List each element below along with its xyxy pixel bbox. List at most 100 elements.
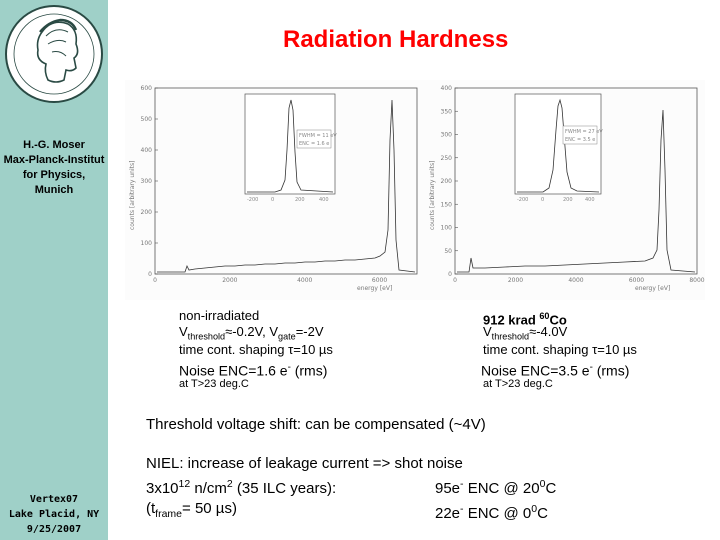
gate-subscript: gate xyxy=(278,331,296,342)
author-city: Munich xyxy=(34,184,74,196)
inset-xtick: 0 xyxy=(541,197,544,203)
author-institute: Max-Planck-Institut xyxy=(3,154,105,166)
x-tick-label: 0 xyxy=(453,277,457,284)
y-tick-label: 50 xyxy=(444,248,452,255)
sidebar: H.-G. Moser Max-Planck-Institut for Phys… xyxy=(0,0,108,540)
isotope-mass: 60 xyxy=(539,311,550,321)
x-ticks: 0 2000 4000 6000 xyxy=(153,277,387,284)
tframe-open: (t xyxy=(146,500,156,517)
inset-legend-fwhm: FWHM = 27 eV xyxy=(565,129,603,135)
left-caption-threshold: Vthreshold≈-0.2V, Vgate=-2V xyxy=(179,324,324,345)
spectrum-line xyxy=(157,99,416,273)
enc-value: 22e xyxy=(435,505,461,522)
noise-rms: (rms) xyxy=(592,362,630,379)
left-caption-temp: at T>23 deg.C xyxy=(179,378,249,390)
y-axis-label: counts [arbitrary units] xyxy=(129,161,136,230)
fluence-exp: 12 xyxy=(178,478,191,490)
e-sup: - xyxy=(460,503,464,515)
tframe-value: = 50 µs) xyxy=(182,500,237,517)
y-tick-label: 400 xyxy=(141,147,153,154)
isotope-name: Co xyxy=(549,312,567,328)
threshold-value: ≈-4.0V xyxy=(529,324,568,339)
inset-peak-line xyxy=(247,99,334,193)
y-tick-label: 250 xyxy=(441,155,453,162)
inset-xtick: 0 xyxy=(271,197,274,203)
niel-line3: (tframe= 50 µs) xyxy=(146,499,463,524)
inset-xtick: -200 xyxy=(247,197,258,203)
y-tick-label: 150 xyxy=(441,201,453,208)
y-tick-label: 600 xyxy=(141,85,153,92)
inset-xtick: 200 xyxy=(295,197,305,203)
degree-sup: 0 xyxy=(539,478,546,490)
y-tick-label: 200 xyxy=(141,209,153,216)
inset-peak-line xyxy=(517,98,600,193)
ilc-years: (35 ILC years): xyxy=(232,480,337,497)
x-axis-label: energy [eV] xyxy=(635,285,670,292)
author-block: H.-G. Moser Max-Planck-Institut for Phys… xyxy=(0,138,108,198)
conference-name: Vertex07 xyxy=(29,494,79,505)
x-tick-label: 6000 xyxy=(629,277,644,284)
enc-at: ENC @ 0 xyxy=(463,505,532,522)
y-tick-label: 300 xyxy=(441,132,453,139)
right-caption-noise: Noise ENC=3.5 e- (rms) xyxy=(481,358,629,381)
inset-plot: FWHM = 11 eV ENC = 1.6 e -200 0 200 400 xyxy=(244,93,337,203)
x-tick-label: 0 xyxy=(153,277,157,284)
niel-block: NIEL: increase of leakage current => sho… xyxy=(146,454,463,524)
fluence-base: 3x10 xyxy=(146,480,179,497)
noise-sup: - xyxy=(287,362,291,373)
right-caption-shaping: time cont. shaping τ=10 µs xyxy=(483,342,637,357)
x-tick-label: 4000 xyxy=(297,277,312,284)
y-axis-label: counts [arbitrary units] xyxy=(429,161,436,230)
inset-plot: FWHM = 27 eV ENC = 3.5 e -200 0 200 400 xyxy=(514,93,603,203)
x-tick-label: 2000 xyxy=(222,277,237,284)
unit-exp: 2 xyxy=(226,478,233,490)
enc-value: 95e xyxy=(435,480,461,497)
v-symbol: V xyxy=(179,324,188,339)
slide-title: Radiation Hardness xyxy=(283,26,509,53)
author-name: H.-G. Moser xyxy=(23,139,85,151)
niel-line1: NIEL: increase of leakage current => sho… xyxy=(146,455,463,472)
left-caption-noise: Noise ENC=1.6 e- (rms) xyxy=(179,358,327,381)
spectrum-line xyxy=(457,109,696,273)
threshold-note: Threshold voltage shift: can be compensa… xyxy=(146,416,486,433)
degree-sup: 0 xyxy=(531,503,538,515)
left-caption-line1: non-irradiated xyxy=(179,308,260,323)
right-caption-temp: at T>23 deg.C xyxy=(483,378,553,390)
conference-block: Vertex07 Lake Placid, NY 9/25/2007 xyxy=(0,492,108,537)
x-tick-label: 6000 xyxy=(372,277,387,284)
y-ticks: 0 50 100 150 200 250 300 350 400 xyxy=(441,85,458,278)
author-institute-line2: for Physics, xyxy=(22,169,86,181)
chart-right: 0 50 100 150 200 250 300 350 400 0 2000 4000 6000 80… xyxy=(425,80,705,300)
inset-legend-fwhm: FWHM = 11 eV xyxy=(299,133,337,139)
inset-xtick: -200 xyxy=(517,197,528,203)
inset-xtick: 400 xyxy=(319,197,329,203)
left-caption-shaping: time cont. shaping τ=10 µs xyxy=(179,342,333,357)
y-tick-label: 350 xyxy=(441,108,453,115)
conference-date: 9/25/2007 xyxy=(26,524,82,535)
niel-line2: 3x1012 n/cm2 (35 ILC years): xyxy=(146,474,463,499)
minerva-logo-icon xyxy=(5,5,103,103)
v-symbol: V xyxy=(483,324,492,339)
right-caption-threshold: Vthreshold≈-4.0V xyxy=(483,324,567,345)
chart-left: 0 100 200 300 400 500 600 0 2000 4000 6000 FWHM =… xyxy=(125,80,425,300)
celsius: C xyxy=(545,480,557,497)
x-ticks: 0 2000 4000 6000 8000 xyxy=(453,277,705,284)
niel-result-20c: 95e- ENC @ 200C xyxy=(435,474,556,499)
niel-result-0c: 22e- ENC @ 00C xyxy=(435,499,556,524)
e-sup: - xyxy=(460,478,464,490)
enc-at: ENC @ 20 xyxy=(463,480,540,497)
x-axis-label: energy [eV] xyxy=(357,285,392,292)
y-ticks: 0 100 200 300 400 500 600 xyxy=(141,85,158,278)
tframe-sub: frame xyxy=(155,508,183,520)
threshold-subscript: threshold xyxy=(187,331,226,342)
noise-text: Noise ENC=3.5 e xyxy=(481,362,590,379)
y-tick-label: 500 xyxy=(141,116,153,123)
niel-results: 95e- ENC @ 200C 22e- ENC @ 00C xyxy=(435,474,556,524)
inset-legend-enc: ENC = 1.6 e xyxy=(299,141,329,147)
left-caption-title: non-irradiated xyxy=(179,308,259,324)
y-tick-label: 200 xyxy=(441,178,453,185)
y-tick-label: 100 xyxy=(441,225,453,232)
threshold-subscript: threshold xyxy=(491,331,530,342)
celsius: C xyxy=(537,505,548,522)
